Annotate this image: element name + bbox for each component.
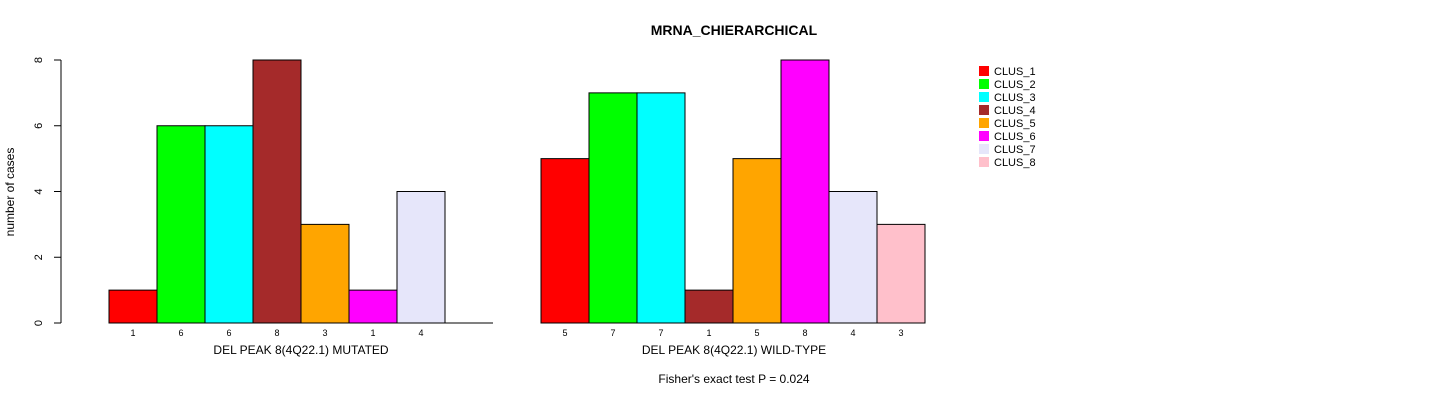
bar-clus-1 bbox=[540, 158, 590, 324]
legend-swatch bbox=[979, 157, 989, 167]
y-tick-label: 0 bbox=[33, 320, 45, 326]
legend-label: CLUS_8 bbox=[994, 157, 1036, 169]
legend-swatch bbox=[979, 131, 989, 141]
bar-count-label: 5 bbox=[562, 328, 567, 338]
legend-swatch bbox=[979, 66, 989, 76]
y-tick-label: 8 bbox=[33, 57, 45, 63]
bar-clus-5 bbox=[732, 158, 782, 324]
bar-clus-7 bbox=[396, 191, 446, 324]
panel-1-xlabel: DEL PEAK 8(4Q22.1) MUTATED bbox=[213, 343, 388, 357]
legend-label: CLUS_1 bbox=[994, 66, 1036, 78]
bar-clus-8 bbox=[876, 223, 926, 324]
bar-count-label: 1 bbox=[370, 328, 375, 338]
y-tick-label: 2 bbox=[33, 254, 45, 260]
legend-swatch bbox=[979, 118, 989, 128]
legend-label: CLUS_6 bbox=[994, 131, 1036, 143]
bar-clus-7 bbox=[828, 191, 878, 324]
bar-clus-2 bbox=[588, 92, 638, 324]
bar-count-label: 5 bbox=[754, 328, 759, 338]
bar-count-label: 4 bbox=[418, 328, 423, 338]
bar-count-label: 3 bbox=[898, 328, 903, 338]
y-tick-label: 4 bbox=[33, 188, 45, 194]
bar-count-label: 8 bbox=[802, 328, 807, 338]
y-axis-label: number of cases bbox=[3, 148, 17, 237]
legend-swatch bbox=[979, 144, 989, 154]
y-axis: 0 2 4 6 8 number of cases bbox=[3, 57, 62, 326]
bar-count-label: 4 bbox=[850, 328, 855, 338]
bar-count-label: 1 bbox=[706, 328, 711, 338]
legend-label: CLUS_7 bbox=[994, 144, 1036, 156]
bar-clus-2 bbox=[156, 125, 206, 324]
legend-swatch bbox=[979, 105, 989, 115]
y-tick-label: 6 bbox=[33, 123, 45, 129]
bar-count-label: 6 bbox=[226, 328, 231, 338]
panel-mutated: 1 6 6 8 3 1 4 bbox=[108, 59, 446, 338]
legend: CLUS_1CLUS_2CLUS_3CLUS_4CLUS_5CLUS_6CLUS… bbox=[979, 66, 1036, 169]
legend-swatch bbox=[979, 92, 989, 102]
legend-label: CLUS_2 bbox=[994, 79, 1036, 91]
panel-2-xlabel: DEL PEAK 8(4Q22.1) WILD-TYPE bbox=[642, 343, 826, 357]
bar-clus-1 bbox=[108, 289, 158, 324]
bar-count-label: 7 bbox=[610, 328, 615, 338]
bar-clus-3 bbox=[636, 92, 686, 324]
legend-label: CLUS_3 bbox=[994, 92, 1036, 104]
bar-clus-3 bbox=[204, 125, 254, 324]
bar-count-label: 7 bbox=[658, 328, 663, 338]
bar-clus-6 bbox=[780, 59, 830, 324]
bar-clus-4 bbox=[684, 289, 734, 324]
legend-label: CLUS_4 bbox=[994, 105, 1036, 117]
bar-count-label: 1 bbox=[130, 328, 135, 338]
bar-count-label: 3 bbox=[322, 328, 327, 338]
bar-count-label: 8 bbox=[274, 328, 279, 338]
bar-clus-6 bbox=[348, 289, 398, 324]
chart-title: MRNA_CHIERARCHICAL bbox=[651, 22, 818, 38]
legend-label: CLUS_5 bbox=[994, 118, 1036, 130]
bar-count-label: 6 bbox=[178, 328, 183, 338]
panel-wild-type: 5 7 7 1 5 8 4 3 bbox=[540, 59, 926, 338]
bar-clus-5 bbox=[300, 223, 350, 324]
bar-clus-4 bbox=[252, 59, 302, 324]
legend-swatch bbox=[979, 79, 989, 89]
fisher-test-footnote: Fisher's exact test P = 0.024 bbox=[658, 372, 809, 386]
